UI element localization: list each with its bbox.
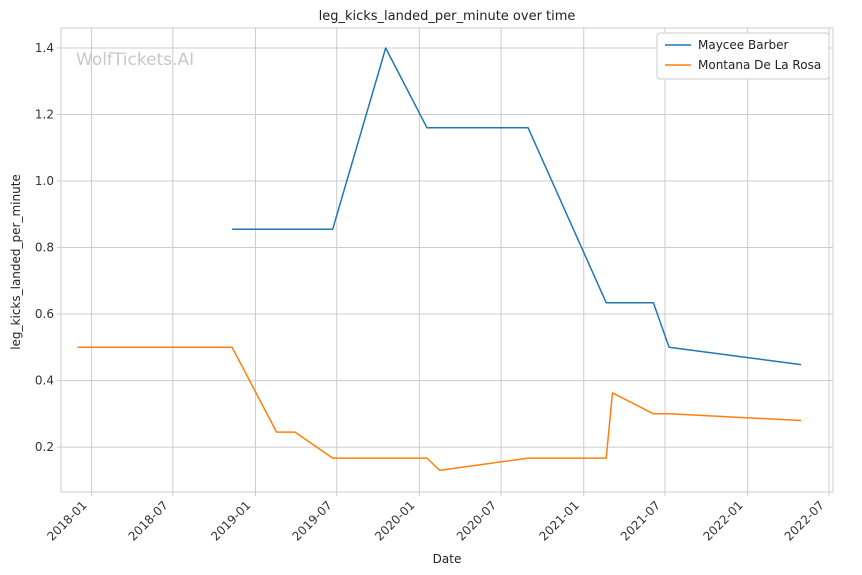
y-tick-label: 0.6 xyxy=(35,307,54,321)
y-tick-label: 0.2 xyxy=(35,440,54,454)
series-line-montana-de-la-rosa xyxy=(77,346,802,472)
legend: Maycee Barber Montana De La Rosa xyxy=(656,32,830,80)
legend-label-maycee-barber: Maycee Barber xyxy=(698,38,789,52)
y-tick-label: 0.4 xyxy=(35,374,54,388)
grid xyxy=(61,28,833,492)
series-line-maycee-barber xyxy=(232,47,802,366)
legend-box xyxy=(656,32,830,80)
y-tick-label: 0.8 xyxy=(35,241,54,255)
x-axis-title: Date xyxy=(433,552,462,566)
y-axis-title: leg_kicks_landed_per_minute xyxy=(9,174,23,350)
y-tick-label: 1.2 xyxy=(35,107,54,121)
series-lines xyxy=(77,47,802,472)
chart-title: leg_kicks_landed_per_minute over time xyxy=(319,9,576,24)
legend-label-montana-de-la-rosa: Montana De La Rosa xyxy=(698,58,821,72)
y-tick-label: 1.0 xyxy=(35,174,54,188)
y-tick-label: 1.4 xyxy=(35,41,54,55)
plot-area-frame xyxy=(60,27,834,493)
watermark: WolfTickets.AI xyxy=(76,50,194,70)
